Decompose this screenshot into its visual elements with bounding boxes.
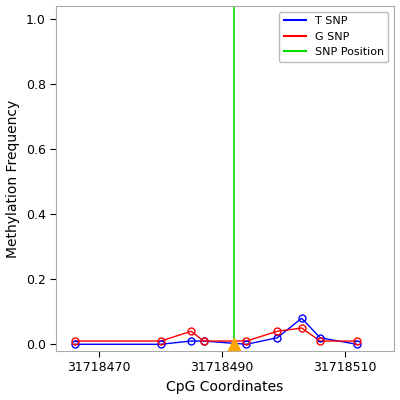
- X-axis label: CpG Coordinates: CpG Coordinates: [166, 380, 284, 394]
- Y-axis label: Methylation Frequency: Methylation Frequency: [6, 99, 20, 258]
- Legend: T SNP, G SNP, SNP Position: T SNP, G SNP, SNP Position: [279, 12, 388, 62]
